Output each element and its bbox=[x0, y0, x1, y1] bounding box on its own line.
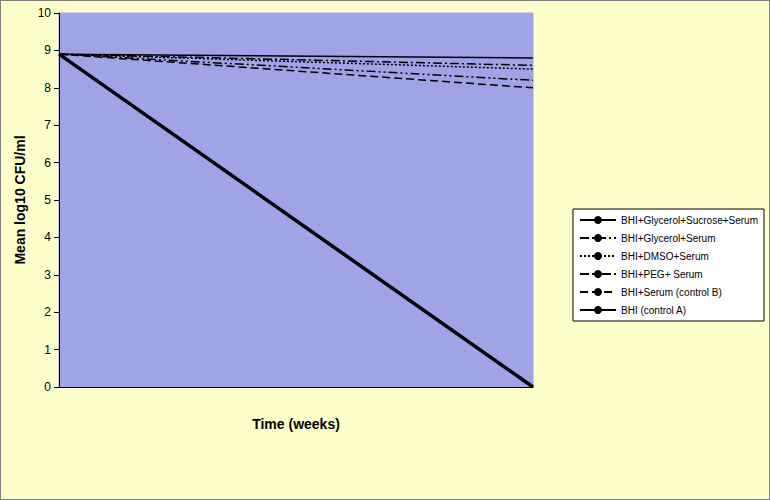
svg-text:Mean log10 CFU/ml: Mean log10 CFU/ml bbox=[12, 135, 28, 264]
svg-text:BHI+PEG+ Serum: BHI+PEG+ Serum bbox=[621, 269, 703, 280]
svg-text:Time (weeks): Time (weeks) bbox=[252, 416, 340, 432]
svg-text:3: 3 bbox=[44, 268, 51, 282]
svg-text:6: 6 bbox=[44, 156, 51, 170]
svg-text:BHI+Serum (control B): BHI+Serum (control B) bbox=[621, 287, 722, 298]
svg-text:BHI+DMSO+Serum: BHI+DMSO+Serum bbox=[621, 251, 709, 262]
svg-text:7: 7 bbox=[44, 118, 51, 132]
svg-text:0: 0 bbox=[44, 380, 51, 394]
svg-text:10: 10 bbox=[38, 6, 52, 20]
svg-text:BHI+Glycerol+Serum: BHI+Glycerol+Serum bbox=[621, 233, 715, 244]
svg-text:5: 5 bbox=[44, 193, 51, 207]
svg-text:2: 2 bbox=[44, 305, 51, 319]
svg-text:4: 4 bbox=[44, 230, 51, 244]
svg-text:BHI+Glycerol+Sucrose+Serum: BHI+Glycerol+Sucrose+Serum bbox=[621, 215, 758, 226]
svg-text:9: 9 bbox=[44, 43, 51, 57]
svg-text:1: 1 bbox=[44, 343, 51, 357]
svg-text:8: 8 bbox=[44, 81, 51, 95]
svg-text:BHI (control A): BHI (control A) bbox=[621, 305, 686, 316]
